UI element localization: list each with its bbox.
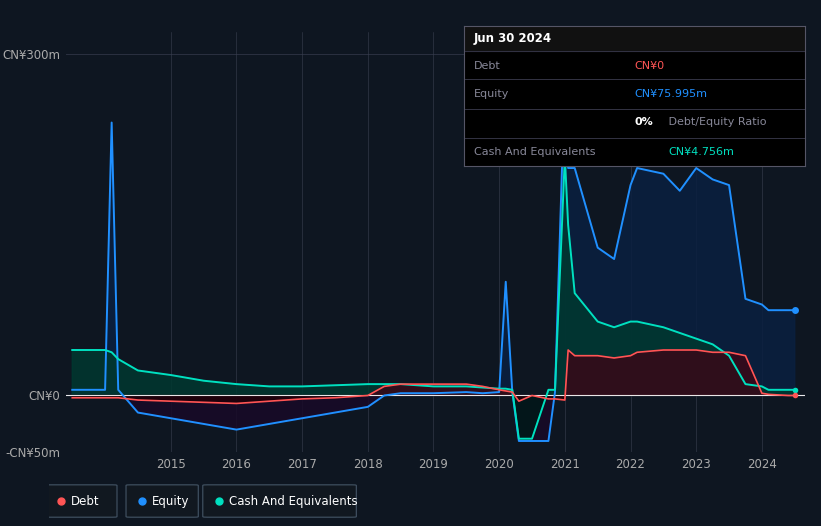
FancyBboxPatch shape <box>126 485 199 517</box>
FancyBboxPatch shape <box>44 485 117 517</box>
FancyBboxPatch shape <box>203 485 356 517</box>
Text: Cash And Equivalents: Cash And Equivalents <box>474 147 595 157</box>
Text: Jun 30 2024: Jun 30 2024 <box>474 32 553 45</box>
Text: CN¥0: CN¥0 <box>635 61 664 71</box>
Text: Cash And Equivalents: Cash And Equivalents <box>228 494 357 508</box>
Text: Debt: Debt <box>71 494 99 508</box>
Text: Equity: Equity <box>474 89 510 99</box>
Text: CN¥4.756m: CN¥4.756m <box>668 147 734 157</box>
Text: Equity: Equity <box>152 494 190 508</box>
Text: CN¥75.995m: CN¥75.995m <box>635 89 707 99</box>
Bar <box>464 26 805 52</box>
Text: Debt: Debt <box>474 61 501 71</box>
Text: Debt/Equity Ratio: Debt/Equity Ratio <box>665 117 766 127</box>
Text: 0%: 0% <box>635 117 653 127</box>
